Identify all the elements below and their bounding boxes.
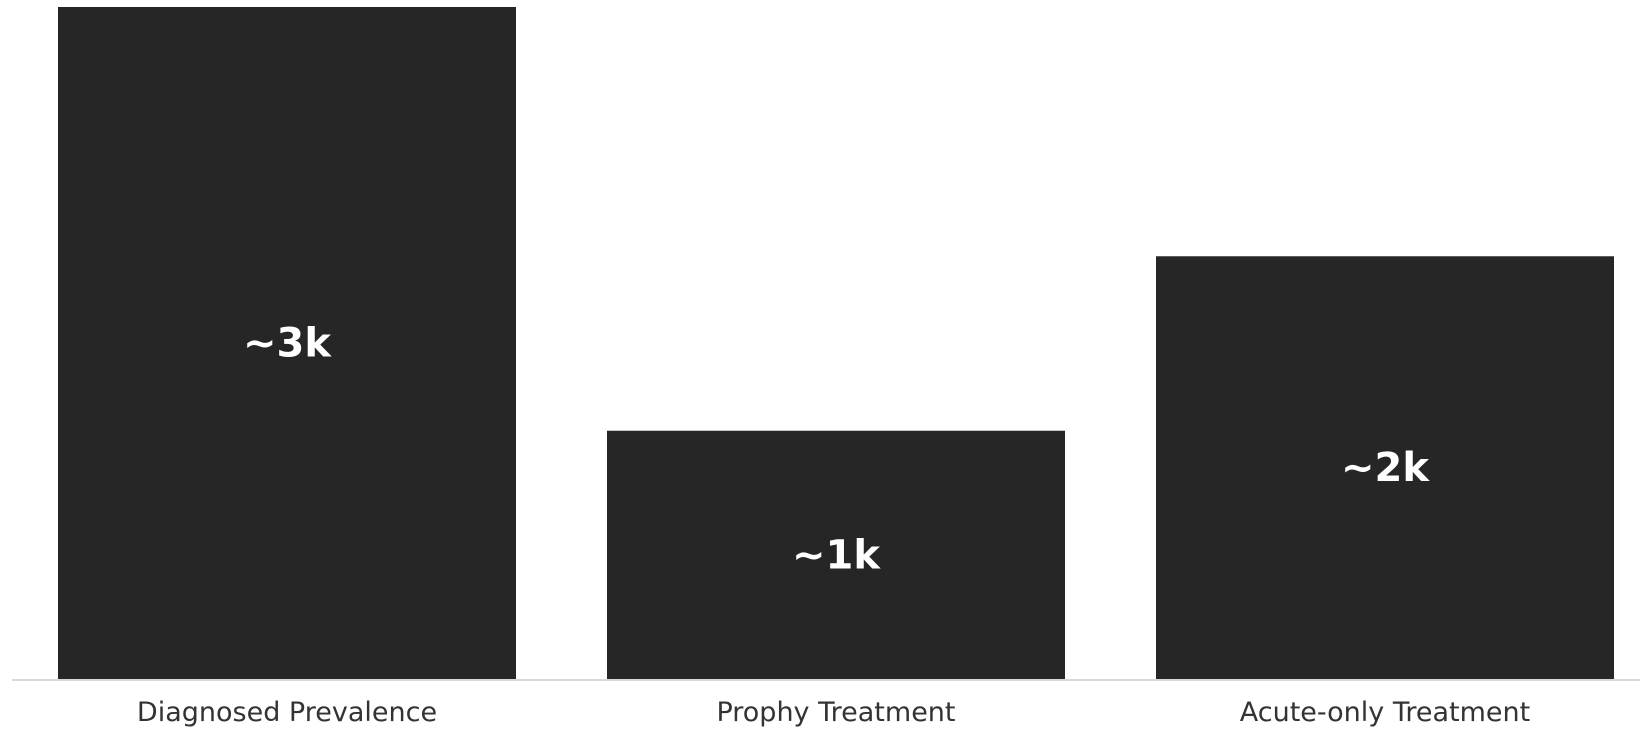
bar-value-label-1: ~1k xyxy=(792,532,881,578)
x-tick-label-1: Prophy Treatment xyxy=(716,697,955,728)
labels-group: ~3k Diagnosed Prevalence ~1k Prophy Treatme… xyxy=(137,321,1530,729)
bar-value-label-2: ~2k xyxy=(1341,445,1430,491)
bar-value-label-0: ~3k xyxy=(243,321,332,367)
x-tick-label-2: Acute-only Treatment xyxy=(1240,697,1530,728)
bar-1 xyxy=(607,430,1065,680)
bars-group xyxy=(58,7,1614,680)
x-tick-label-0: Diagnosed Prevalence xyxy=(137,697,437,728)
bar-2 xyxy=(1156,256,1614,680)
bar-0 xyxy=(58,7,516,680)
